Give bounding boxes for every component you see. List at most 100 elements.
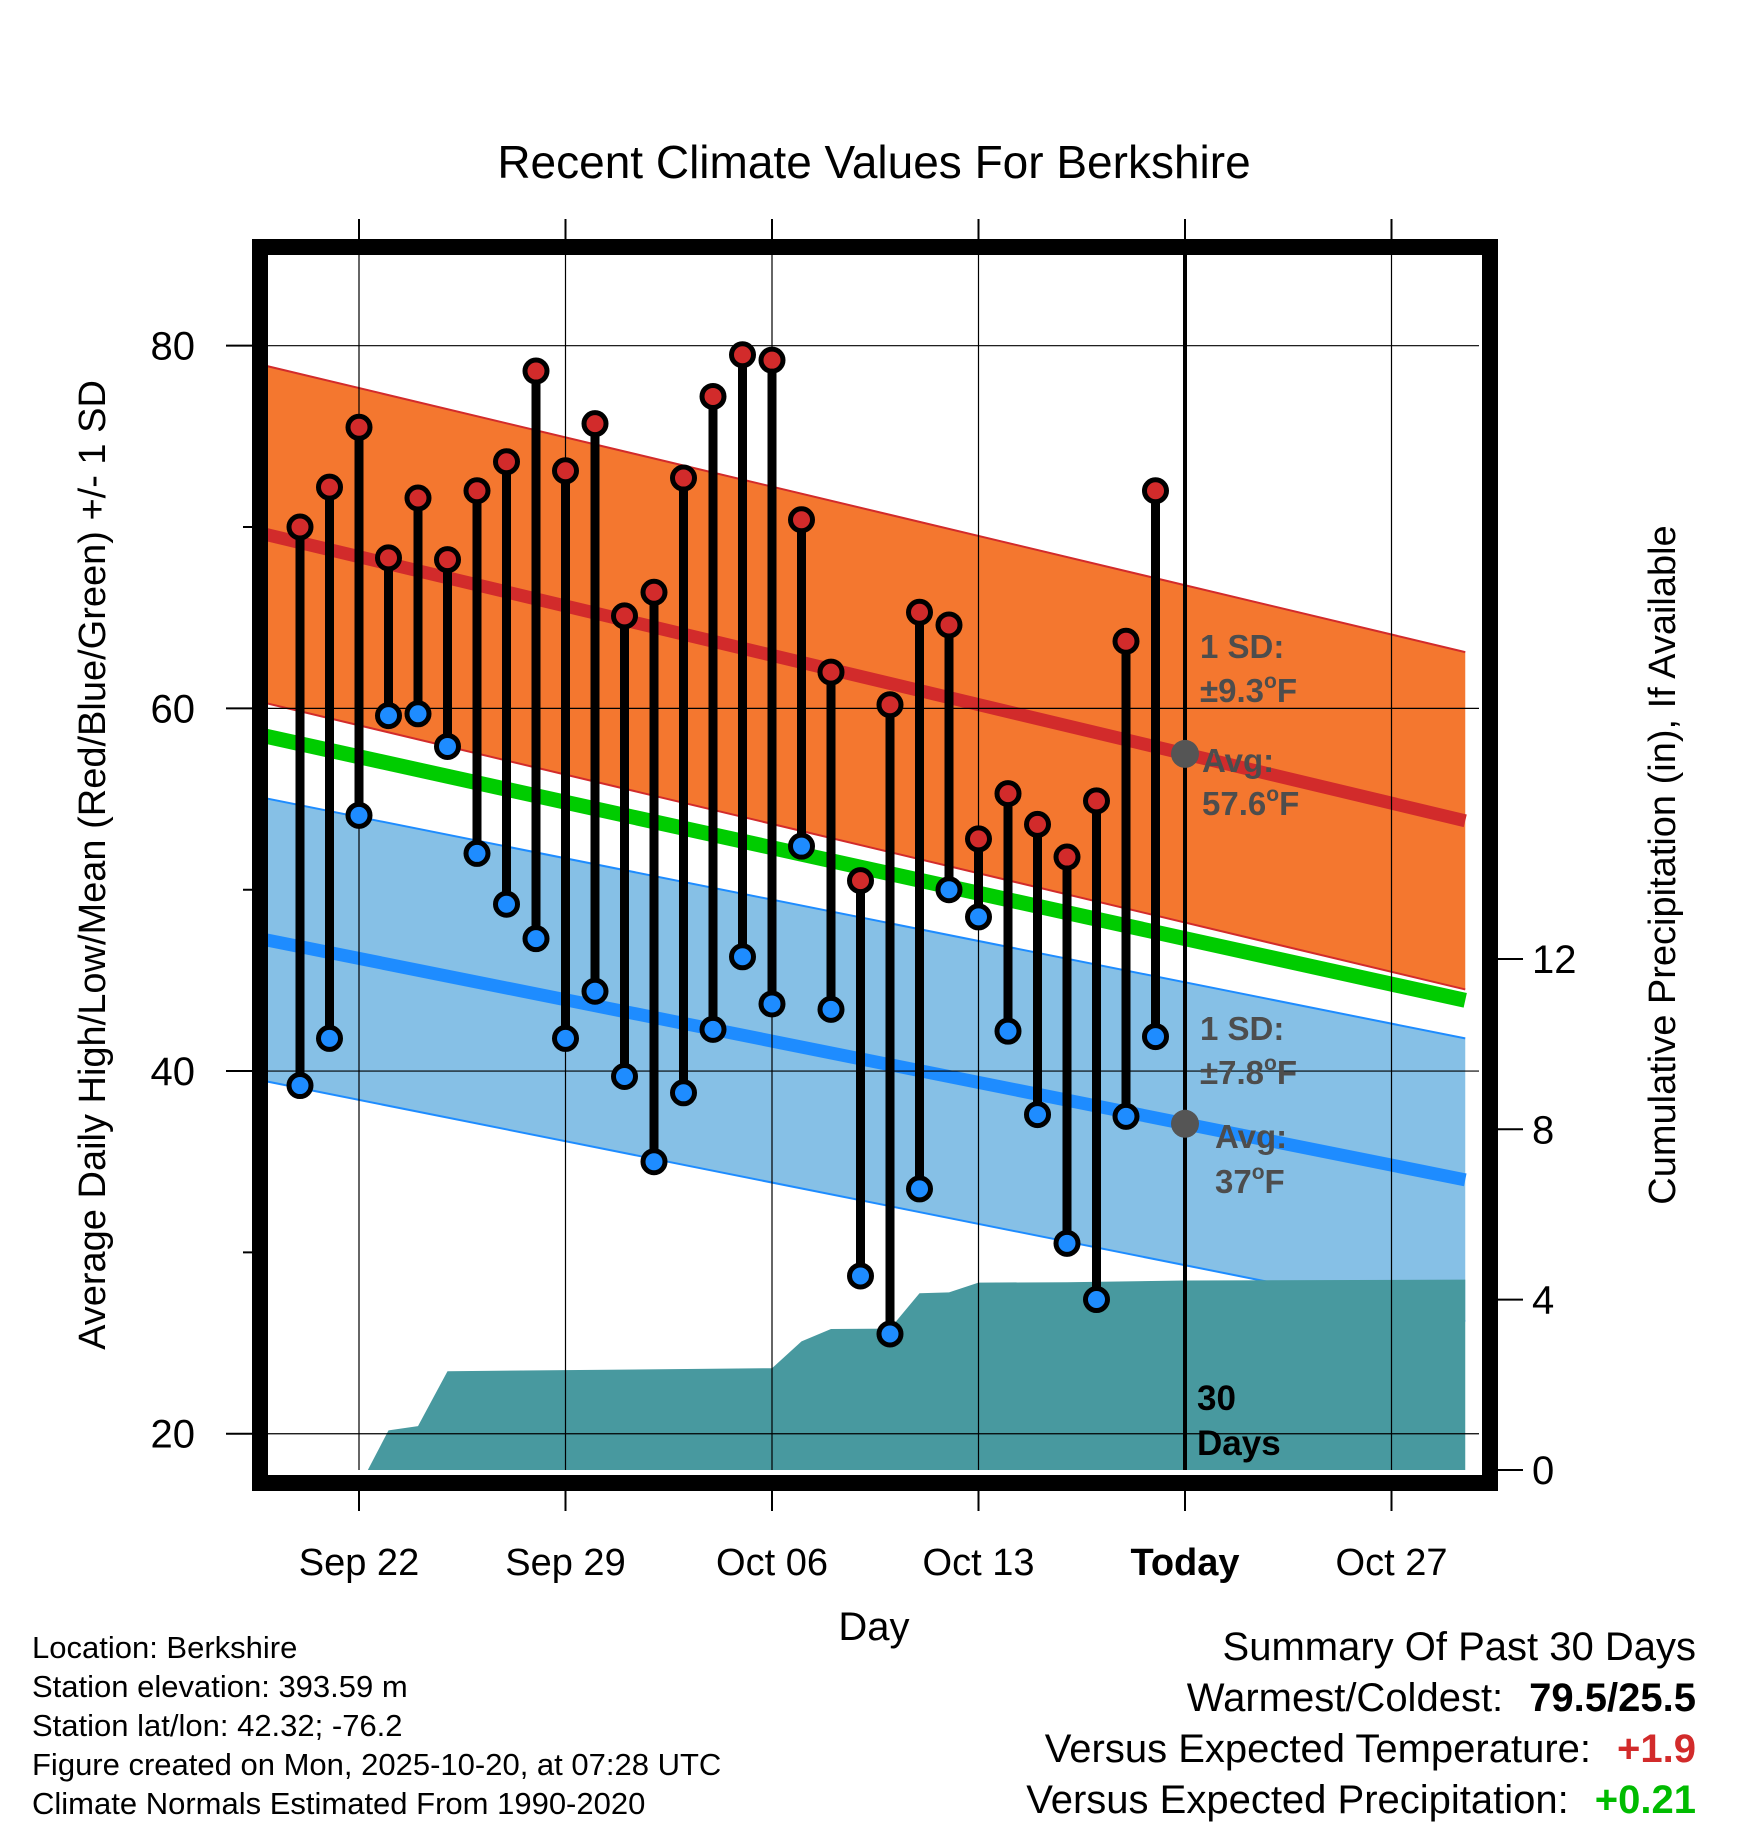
today-normal-low-marker <box>1171 1109 1199 1138</box>
daily-low-point <box>788 832 815 860</box>
y-tick-label-left: 40 <box>151 1050 196 1094</box>
daily-high-point <box>1083 787 1110 815</box>
high-sd-value: ±9.3oF <box>1200 670 1297 709</box>
today-normal-high-marker <box>1171 739 1199 768</box>
daily-high-point <box>729 341 756 369</box>
low-band-lower-edge <box>268 1080 1466 1323</box>
location-text: Location: Berkshire <box>32 1630 298 1665</box>
x-tick-label: Sep 29 <box>505 1542 625 1584</box>
daily-high-point <box>758 346 786 374</box>
daily-high-point <box>1142 477 1169 505</box>
y-tick-label-left: 60 <box>151 687 196 731</box>
cumulative-precip-area <box>367 1279 1466 1470</box>
daily-high-point <box>699 382 727 410</box>
daily-low-point <box>847 1262 874 1290</box>
daily-low-point <box>906 1175 933 1203</box>
daily-low-point <box>935 876 963 904</box>
y-tick-label-right: 0 <box>1532 1449 1554 1493</box>
daily-low-point <box>434 732 461 760</box>
daily-low-point <box>1024 1101 1051 1129</box>
daily-low-point <box>581 977 609 1005</box>
daily-low-point <box>463 839 491 867</box>
temp-anomaly-label: Versus Expected Temperature: <box>1044 1727 1592 1771</box>
warmest-value: 79.5/25.5 <box>1529 1676 1696 1720</box>
daily-low-point <box>699 1015 727 1043</box>
daily-high-point <box>994 780 1022 808</box>
low-sd-value: ±7.8oF <box>1200 1052 1297 1091</box>
daily-high-point <box>1053 843 1081 871</box>
daily-high-point <box>935 611 963 639</box>
daily-high-point <box>788 506 815 534</box>
daily-low-point <box>345 801 373 829</box>
daily-high-point <box>965 825 992 853</box>
x-axis-label: Day <box>838 1605 909 1649</box>
y-tick-label-left: 80 <box>151 325 196 369</box>
y-tick-label-right: 8 <box>1532 1108 1554 1152</box>
daily-high-point <box>1024 810 1051 838</box>
summary-precip-row: Versus Expected Precipitation: +0.21 <box>1026 1775 1696 1826</box>
daily-low-point <box>640 1148 668 1176</box>
high-avg-label: Avg: <box>1202 742 1274 779</box>
created-text: Figure created on Mon, 2025-10-20, at 07… <box>32 1747 722 1782</box>
x-tick-label: Sep 22 <box>299 1542 419 1584</box>
daily-low-point <box>670 1079 697 1107</box>
daily-high-point <box>316 473 343 501</box>
plot-content <box>268 255 1479 1470</box>
daily-low-point <box>522 925 550 953</box>
elevation-text: Station elevation: 393.59 m <box>32 1669 408 1704</box>
station-info: Location: Berkshire Station elevation: 3… <box>32 1628 721 1823</box>
daily-high-point <box>817 658 845 686</box>
days-label-number: 30 <box>1197 1379 1236 1418</box>
low-avg-label: Avg: <box>1215 1118 1287 1155</box>
daily-low-point <box>404 700 432 728</box>
daily-high-point <box>375 544 402 572</box>
daily-low-point <box>965 903 992 931</box>
y-axis-label-left: Average Daily High/Low/Mean (Red/Blue/Gr… <box>72 380 114 1350</box>
daily-high-point <box>581 410 609 438</box>
daily-low-point <box>1112 1102 1140 1130</box>
plot-frame <box>252 239 1498 1491</box>
daily-high-point <box>1112 627 1140 655</box>
y-tick-label-left: 20 <box>151 1413 196 1457</box>
normal-low-line <box>268 933 1467 1187</box>
normals-text: Climate Normals Estimated From 1990-2020 <box>32 1786 646 1821</box>
daily-low-point <box>286 1072 314 1100</box>
y-axis-label-right: Cumulative Precipitation (in), If Availa… <box>1642 525 1684 1204</box>
precip-anomaly-value: +0.21 <box>1594 1778 1696 1822</box>
y-tick-label-right: 12 <box>1532 938 1577 982</box>
daily-low-point <box>1083 1286 1110 1314</box>
x-tick-label: Oct 13 <box>923 1542 1035 1584</box>
daily-high-point <box>552 457 579 485</box>
low-avg-value: 37oF <box>1215 1161 1285 1200</box>
high-band-upper-edge <box>268 365 1466 654</box>
daily-high-point <box>640 578 668 606</box>
plot-area: 1 SD: ±9.3oF Avg: 57.6oF 1 SD: ±7.8oF Avg: 37oF… <box>151 219 1577 1584</box>
daily-low-point <box>375 702 402 730</box>
days-label-text: Days <box>1197 1424 1281 1463</box>
chart-title: Recent Climate Values For Berkshire <box>497 136 1250 188</box>
daily-low-point <box>493 890 520 918</box>
daily-high-point <box>876 691 904 719</box>
daily-high-point <box>670 464 697 492</box>
daily-high-point <box>404 484 432 512</box>
low-sd-label: 1 SD: <box>1200 1010 1284 1047</box>
daily-low-point <box>611 1062 638 1090</box>
daily-high-point <box>463 477 491 505</box>
daily-low-point <box>729 943 756 971</box>
daily-high-point <box>522 357 550 385</box>
daily-high-point <box>611 602 638 630</box>
daily-low-point <box>316 1024 343 1052</box>
summary-title: Summary Of Past 30 Days <box>1222 1625 1696 1669</box>
daily-low-point <box>876 1320 904 1348</box>
daily-low-point <box>994 1017 1022 1045</box>
daily-low-point <box>552 1024 579 1052</box>
precip-anomaly-label: Versus Expected Precipitation: <box>1026 1778 1569 1822</box>
summary-panel: Summary Of Past 30 Days Warmest/Coldest:… <box>1026 1622 1696 1826</box>
x-tick-label: Today <box>1130 1542 1239 1584</box>
daily-low-point <box>758 990 786 1018</box>
x-tick-label: Oct 06 <box>716 1542 828 1584</box>
daily-high-point <box>847 867 874 895</box>
daily-low-point <box>817 995 845 1023</box>
daily-high-point <box>493 448 520 476</box>
